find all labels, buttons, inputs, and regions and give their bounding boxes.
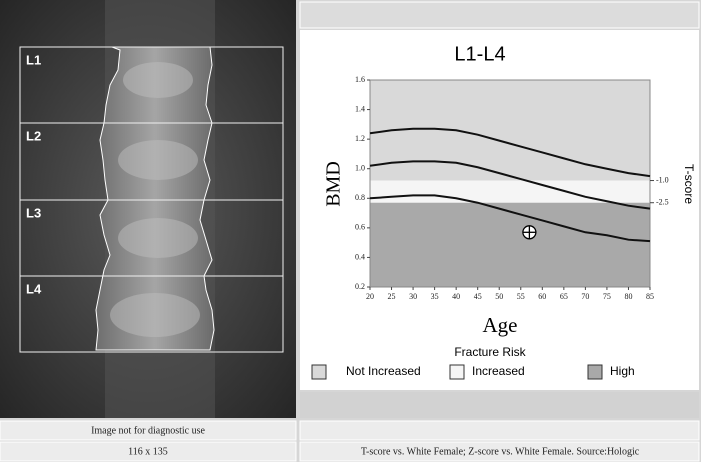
vertebra bbox=[118, 140, 198, 180]
legend-title: Fracture Risk bbox=[454, 345, 526, 359]
risk-band bbox=[370, 180, 650, 203]
x-tick-label: 65 bbox=[560, 292, 568, 301]
y2-axis-label: T-score bbox=[682, 164, 696, 204]
region-labels: L1 L2 L3 L4 bbox=[26, 52, 42, 296]
legend-label: Not Increased bbox=[346, 364, 421, 378]
legend-swatch bbox=[587, 364, 603, 380]
vertebra bbox=[110, 293, 200, 337]
x-tick-label: 20 bbox=[366, 292, 374, 301]
y-axis-label: BMD bbox=[323, 161, 345, 207]
panel-header bbox=[299, 1, 700, 29]
legend-swatch bbox=[311, 364, 327, 380]
y-tick-label: 1.4 bbox=[355, 104, 365, 113]
patient-point bbox=[522, 225, 537, 240]
x-tick-label: 55 bbox=[517, 292, 525, 301]
risk-band bbox=[370, 80, 650, 181]
y2-tick-label: -1.0 bbox=[656, 175, 669, 184]
x-tick-label: 30 bbox=[409, 292, 417, 301]
footer-cell bbox=[299, 420, 700, 441]
plot-frame bbox=[369, 79, 651, 288]
footer-cell bbox=[299, 441, 700, 462]
x-tick-label: 60 bbox=[538, 292, 546, 301]
y-tick-label: 0.6 bbox=[355, 223, 365, 232]
y-tick-label: 0.2 bbox=[355, 282, 365, 291]
x-tick-label: 40 bbox=[452, 292, 460, 301]
panel-footer bbox=[300, 392, 699, 418]
legend-label: High bbox=[610, 364, 635, 378]
legend-swatch bbox=[449, 364, 465, 380]
chart-title: L1-L4 bbox=[454, 43, 505, 65]
footer-note: Image not for diagnostic use bbox=[91, 425, 205, 436]
x-tick-label: 75 bbox=[603, 292, 611, 301]
x-tick-label: 45 bbox=[474, 292, 482, 301]
y-tick-label: 0.4 bbox=[355, 252, 365, 261]
y-tick-label: 1.2 bbox=[355, 134, 365, 143]
x-tick-label: 25 bbox=[388, 292, 396, 301]
region-label: L4 bbox=[26, 281, 42, 296]
reference-curve bbox=[369, 194, 651, 243]
vertebra bbox=[123, 62, 193, 98]
x-tick-label: 80 bbox=[624, 292, 632, 301]
reference-source: T-score vs. White Female; Z-score vs. Wh… bbox=[361, 446, 640, 457]
x-axis-label: Age bbox=[483, 313, 518, 337]
region-label: L2 bbox=[26, 128, 41, 143]
x-tick-label: 70 bbox=[581, 292, 589, 301]
x-tick-label: 50 bbox=[495, 292, 503, 301]
x-tick-label: 35 bbox=[431, 292, 439, 301]
region-boxes bbox=[19, 46, 284, 353]
y2-tick-label: -2.5 bbox=[656, 198, 669, 207]
y-tick-label: 1.6 bbox=[355, 75, 365, 84]
x-tick-label: 85 bbox=[646, 292, 654, 301]
region-label: L1 bbox=[26, 52, 41, 67]
reference-curve bbox=[369, 127, 651, 178]
region-label: L3 bbox=[26, 205, 41, 220]
reference-curve bbox=[369, 160, 651, 210]
vertebra bbox=[118, 218, 198, 258]
footer-cell bbox=[0, 420, 297, 441]
image-size: 116 x 135 bbox=[128, 446, 168, 457]
legend-label: Increased bbox=[472, 364, 525, 378]
y-tick-label: 1.0 bbox=[355, 164, 365, 173]
risk-band bbox=[370, 202, 650, 287]
footer-cell bbox=[0, 441, 297, 462]
y-tick-label: 0.8 bbox=[355, 193, 365, 202]
